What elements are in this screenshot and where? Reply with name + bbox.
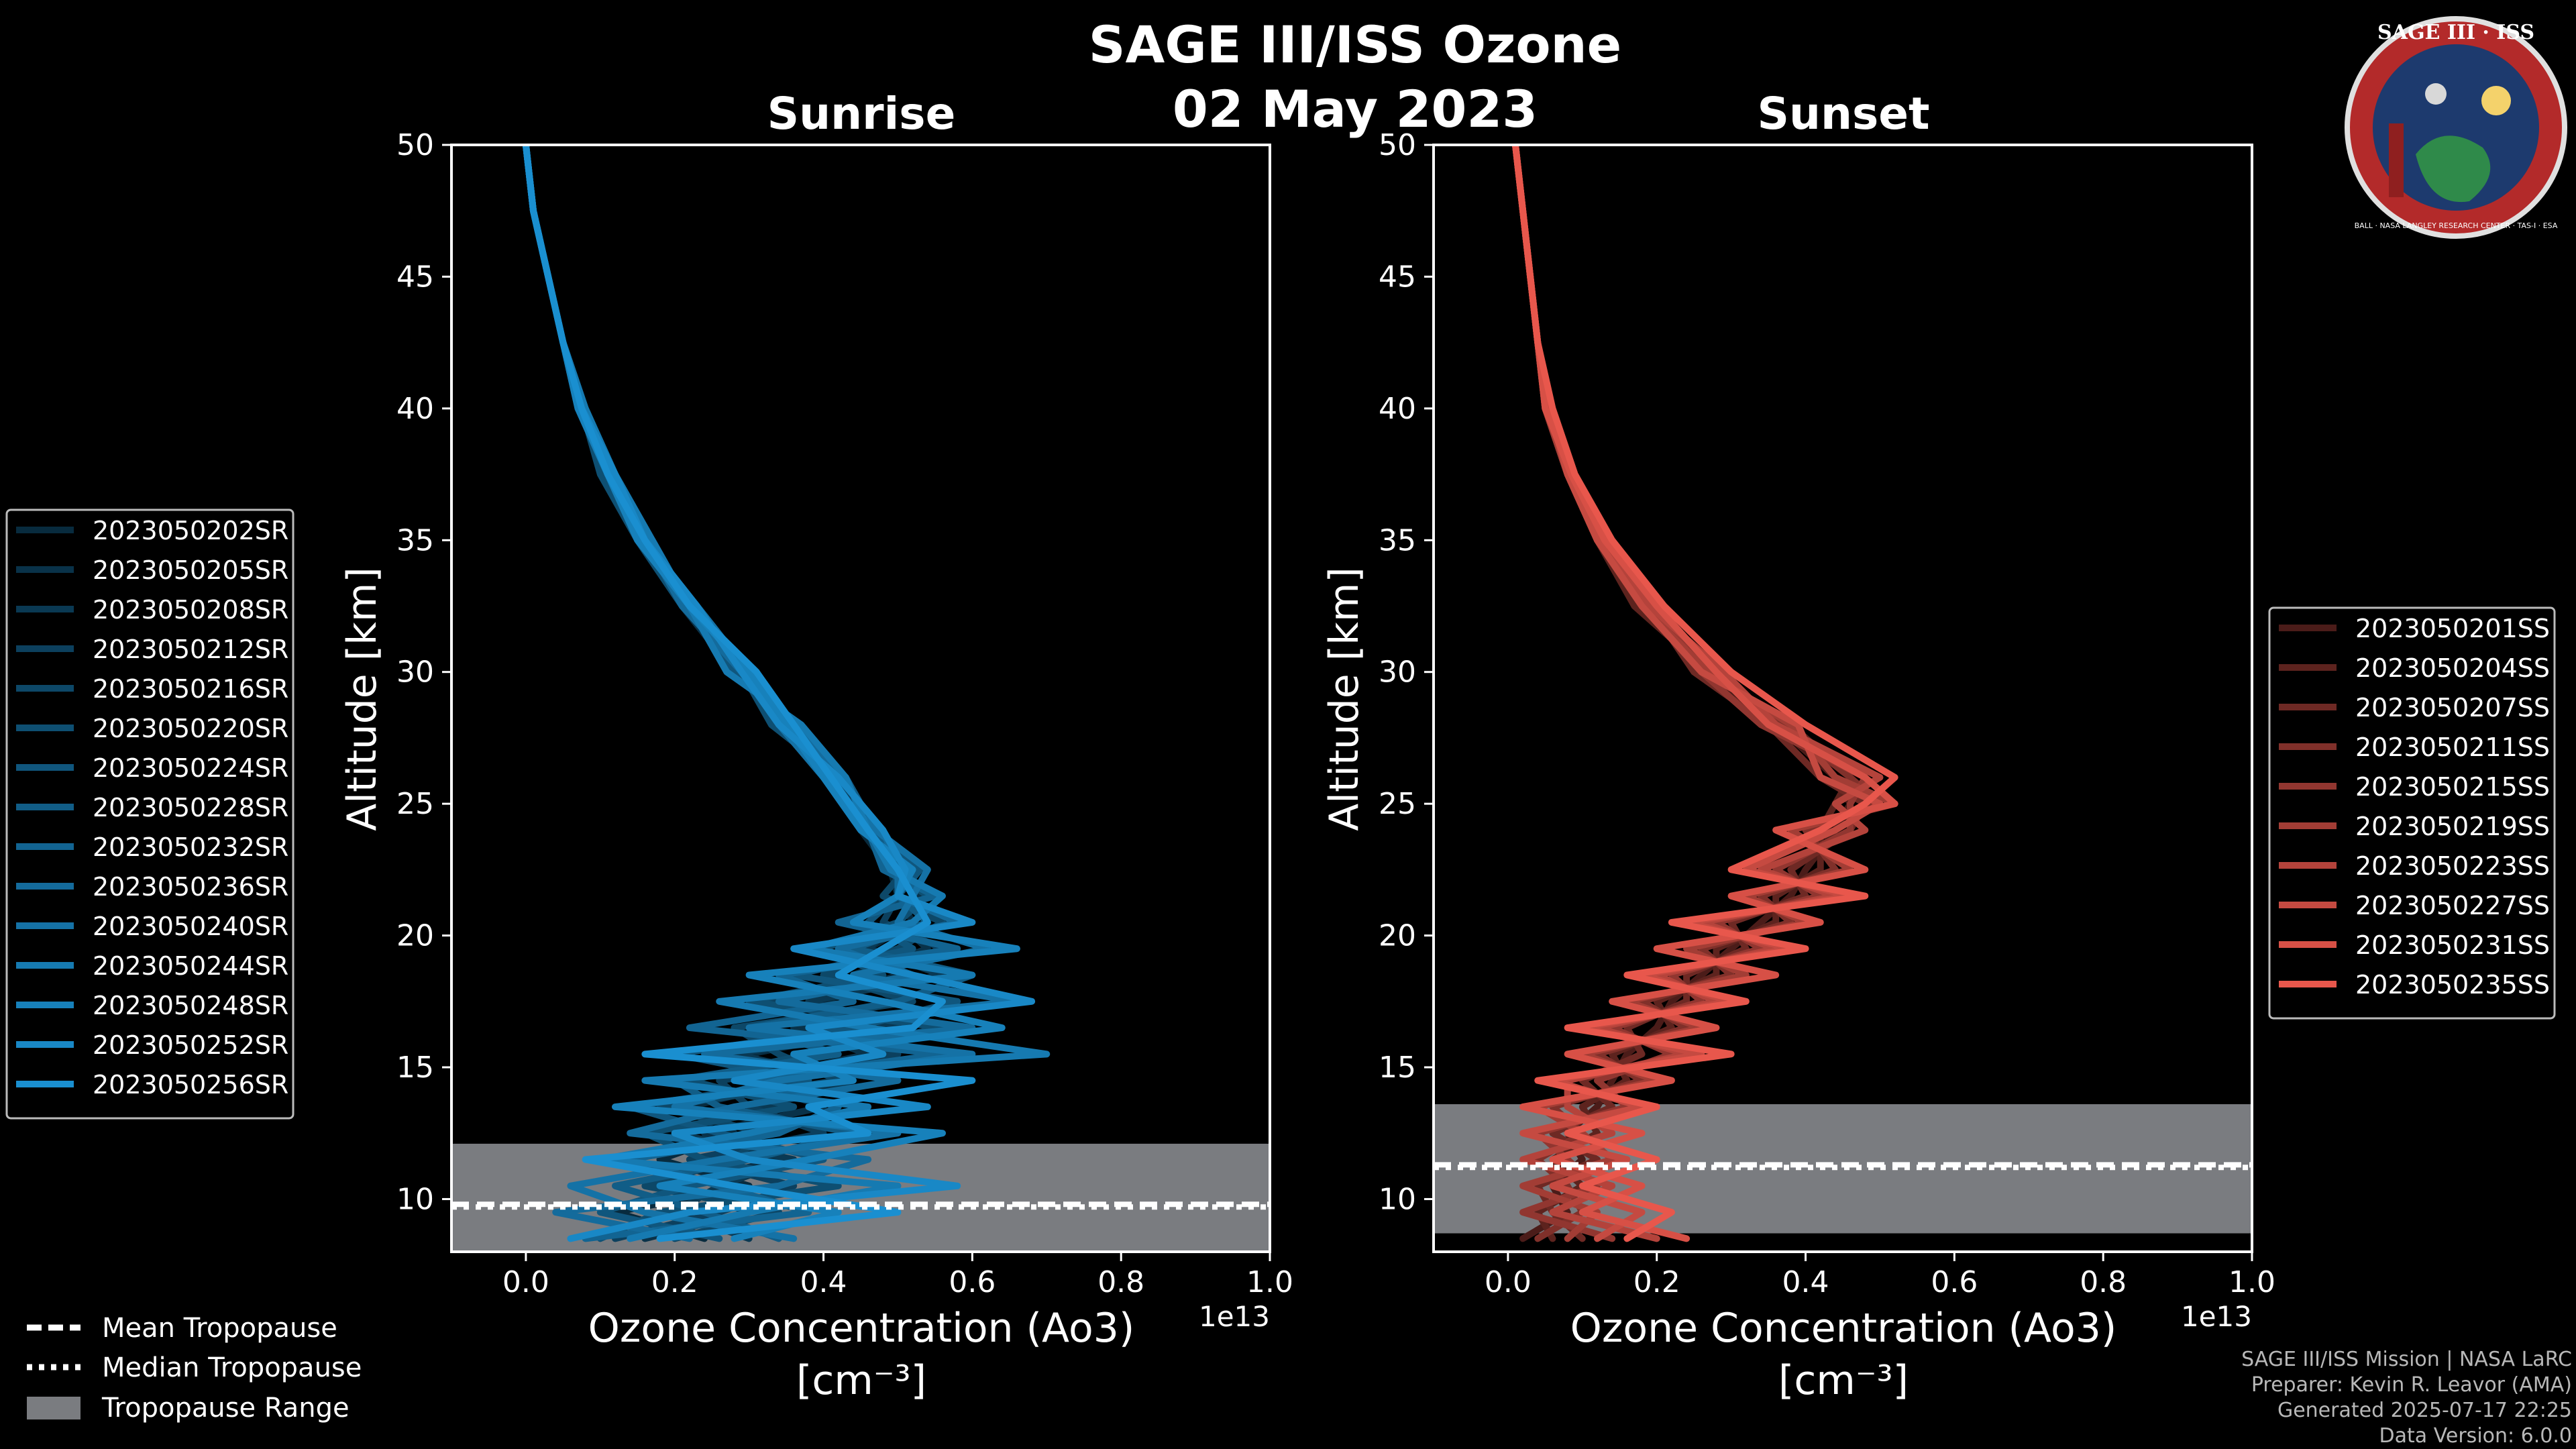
sunrise-ytick-label: 10 (396, 1182, 434, 1216)
sunset-xunit: [cm⁻³] (1778, 1357, 1909, 1404)
sunset-legend-label: 2023050231SS (2355, 930, 2550, 960)
sunrise-xunit: [cm⁻³] (796, 1357, 926, 1404)
sunrise-ytick-label: 30 (396, 655, 434, 690)
sunset-legend-label: 2023050215SS (2355, 772, 2550, 802)
sunrise-xtick-label: 0.8 (1097, 1265, 1144, 1299)
sunrise-ytick-label: 35 (396, 523, 434, 557)
sunrise-xlabel: Ozone Concentration (Ao3) (588, 1305, 1135, 1352)
sunset-legend-label: 2023050227SS (2355, 891, 2550, 920)
sunset-xtick-label: 0.6 (1931, 1265, 1978, 1299)
sunset-ytick-label: 35 (1379, 523, 1416, 557)
mean-tropopause-label: Mean Tropopause (102, 1313, 337, 1344)
sunrise-legend-label: 2023050216SR (93, 674, 288, 704)
sunset-axes-frame (1432, 144, 2253, 1253)
sunset-xtick-label: 1.0 (2229, 1265, 2275, 1299)
credits: SAGE III/ISS Mission | NASA LaRC Prepare… (2241, 1347, 2572, 1449)
sunrise-legend-label: 2023050244SR (93, 951, 288, 981)
credit-preparer: Preparer: Kevin R. Leavor (AMA) (2251, 1373, 2572, 1397)
sunset-legend-label: 2023050219SS (2355, 812, 2550, 841)
sunset-plot-area: 0.0 0.2 0.4 0.6 0.8 1.0 10 15 20 25 30 35 40 45 50 (1379, 128, 2275, 1299)
sunset-ytick-label: 20 (1379, 919, 1416, 953)
sunrise-xscale: 1e13 (1199, 1300, 1270, 1333)
sunrise-plot-area: 0.0 0.2 0.4 0.6 0.8 1.0 10 15 20 25 30 35 40 45 50 (396, 128, 1293, 1299)
sunset-ytick-label: 45 (1379, 260, 1416, 294)
sunrise-legend-label: 2023050232SR (93, 833, 288, 862)
logo-ring-text: BALL · NASA LANGLEY RESEARCH CENTER · TA… (2355, 221, 2558, 230)
sunrise-title: Sunrise (767, 88, 956, 140)
sunrise-legend-label: 2023050236SR (93, 872, 288, 902)
sunrise-xtick-label: 0.6 (949, 1265, 996, 1299)
credit-mission: SAGE III/ISS Mission | NASA LaRC (2241, 1348, 2572, 1371)
sunset-ytick-label: 10 (1379, 1182, 1416, 1216)
sunset-legend-label: 2023050211SS (2355, 733, 2550, 762)
credit-version: Data Version: 6.0.0 (2379, 1424, 2572, 1448)
sunrise-legend-label: 2023050248SR (93, 991, 288, 1020)
sunrise-ytick-label: 40 (396, 392, 434, 426)
sunrise-legend-label: 2023050228SR (93, 793, 288, 822)
sunrise-legend: 2023050202SR 2023050205SR 2023050208SR 2023… (5, 508, 294, 1120)
sunrise-xtick-label: 0.2 (651, 1265, 698, 1299)
median-tropopause-label: Median Tropopause (102, 1352, 362, 1383)
sunset-title: Sunset (1757, 88, 1929, 140)
sunrise-ylabel: Altitude [km] (339, 567, 386, 831)
sunrise-legend-label: 2023050256SR (93, 1070, 288, 1099)
sunrise-xtick-label: 0.0 (502, 1265, 549, 1299)
figure-icon (2389, 123, 2404, 197)
sunset-ytick-label: 15 (1379, 1051, 1416, 1085)
sunrise-legend-label: 2023050240SR (93, 912, 288, 941)
sage-logo: SAGE III · ISS BALL · NASA LANGLEY RESEA… (2345, 16, 2567, 239)
sunrise-legend-label: 2023050220SR (93, 714, 288, 743)
moon-icon (2425, 83, 2447, 105)
sunset-legend-label: 2023050207SS (2355, 693, 2550, 722)
sunrise-axes-frame (450, 144, 1271, 1253)
sunset-ytick-label: 40 (1379, 392, 1416, 426)
sunset-legend-label: 2023050204SS (2355, 653, 2550, 683)
sunset-legend-label: 2023050223SS (2355, 851, 2550, 881)
sunrise-legend-label: 2023050212SR (93, 635, 288, 664)
sunrise-ytick-label: 45 (396, 260, 434, 294)
sunset-legend-label: 2023050201SS (2355, 614, 2550, 643)
sunset-ytick-label: 50 (1379, 128, 1416, 162)
sunset-profile-2023050235SS (1512, 145, 1898, 1242)
sunrise-ytick-label: 50 (396, 128, 434, 162)
sunrise-xtick-label: 1.0 (1246, 1265, 1293, 1299)
sunset-xscale: 1e13 (2181, 1300, 2252, 1333)
sunset-xtick-label: 0.4 (1782, 1265, 1829, 1299)
sun-icon (2481, 86, 2511, 115)
sunrise-xtick-label: 0.4 (800, 1265, 847, 1299)
sunset-ylabel: Altitude [km] (1321, 567, 1368, 831)
sunset-xtick-label: 0.0 (1485, 1265, 1532, 1299)
sunset-ytick-label: 25 (1379, 787, 1416, 821)
sunset-xtick-label: 0.2 (1633, 1265, 1680, 1299)
sunrise-legend-label: 2023050202SR (93, 516, 288, 545)
sunrise-legend-label: 2023050224SR (93, 753, 288, 783)
sunrise-legend-label: 2023050205SR (93, 555, 288, 585)
sunrise-legend-frame (5, 508, 294, 1120)
sunrise-legend-label: 2023050252SR (93, 1030, 288, 1060)
sunrise-profile-2023050252SR (522, 145, 1036, 1242)
sunset-xlabel: Ozone Concentration (Ao3) (1570, 1305, 2117, 1352)
tropopause-range-swatch (27, 1397, 80, 1419)
credit-generated: Generated 2025-07-17 22:25 (2277, 1399, 2572, 1422)
sunset-ytick-label: 30 (1379, 655, 1416, 690)
sunset-legend-label: 2023050235SS (2355, 970, 2550, 1000)
sunset-xtick-label: 0.8 (2080, 1265, 2127, 1299)
sunrise-ytick-label: 20 (396, 919, 434, 953)
sunrise-profile-2023050256SR (522, 145, 976, 1242)
logo-top-text: SAGE III · ISS (2377, 21, 2534, 44)
main-title: SAGE III/ISS Ozone (1088, 15, 1622, 74)
sunrise-ytick-label: 25 (396, 787, 434, 821)
sunrise-legend-label: 2023050208SR (93, 595, 288, 625)
earth-icon (2416, 136, 2491, 203)
main-date: 02 May 2023 (1172, 79, 1538, 139)
sunset-legend: 2023050201SS 2023050204SS 2023050207SS 2023… (2268, 606, 2556, 1020)
tropopause-range-label: Tropopause Range (101, 1393, 350, 1424)
tropopause-legend: Mean Tropopause Median Tropopause Tropop… (27, 1313, 362, 1424)
sunset-legend-frame (2268, 606, 2556, 1020)
sunset-panel: Sunset 0.0 0.2 0.4 0.6 0.8 1.0 10 15 20 25 30 35 40 4… (1321, 88, 2275, 1404)
sunrise-panel: Sunrise 0.0 0.2 0.4 0.6 0.8 1.0 10 15 20 25 30 35 40… (339, 88, 1293, 1404)
sunrise-ytick-label: 15 (396, 1051, 434, 1085)
